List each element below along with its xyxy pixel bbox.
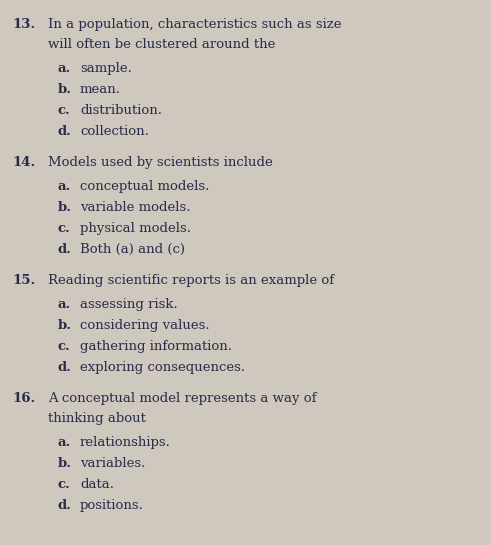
Text: A conceptual model represents a way of: A conceptual model represents a way of (48, 392, 317, 405)
Text: gathering information.: gathering information. (80, 340, 232, 353)
Text: 15.: 15. (12, 274, 35, 287)
Text: a.: a. (58, 180, 71, 193)
Text: b.: b. (58, 201, 72, 214)
Text: variable models.: variable models. (80, 201, 191, 214)
Text: sample.: sample. (80, 62, 132, 75)
Text: mean.: mean. (80, 83, 121, 96)
Text: 13.: 13. (12, 18, 35, 31)
Text: Reading scientific reports is an example of: Reading scientific reports is an example… (48, 274, 334, 287)
Text: exploring consequences.: exploring consequences. (80, 361, 245, 374)
Text: distribution.: distribution. (80, 104, 162, 117)
Text: thinking about: thinking about (48, 412, 146, 425)
Text: d.: d. (58, 243, 72, 256)
Text: c.: c. (58, 222, 71, 235)
Text: 16.: 16. (12, 392, 35, 405)
Text: Models used by scientists include: Models used by scientists include (48, 156, 273, 169)
Text: considering values.: considering values. (80, 319, 210, 332)
Text: collection.: collection. (80, 125, 149, 138)
Text: variables.: variables. (80, 457, 145, 470)
Text: 14.: 14. (12, 156, 35, 169)
Text: b.: b. (58, 319, 72, 332)
Text: relationships.: relationships. (80, 436, 171, 449)
Text: d.: d. (58, 125, 72, 138)
Text: a.: a. (58, 62, 71, 75)
Text: a.: a. (58, 436, 71, 449)
Text: conceptual models.: conceptual models. (80, 180, 209, 193)
Text: positions.: positions. (80, 499, 144, 512)
Text: physical models.: physical models. (80, 222, 191, 235)
Text: c.: c. (58, 478, 71, 491)
Text: c.: c. (58, 340, 71, 353)
Text: c.: c. (58, 104, 71, 117)
Text: In a population, characteristics such as size: In a population, characteristics such as… (48, 18, 342, 31)
Text: b.: b. (58, 83, 72, 96)
Text: a.: a. (58, 298, 71, 311)
Text: data.: data. (80, 478, 114, 491)
Text: b.: b. (58, 457, 72, 470)
Text: d.: d. (58, 499, 72, 512)
Text: assessing risk.: assessing risk. (80, 298, 178, 311)
Text: Both (a) and (c): Both (a) and (c) (80, 243, 185, 256)
Text: will often be clustered around the: will often be clustered around the (48, 38, 275, 51)
Text: d.: d. (58, 361, 72, 374)
